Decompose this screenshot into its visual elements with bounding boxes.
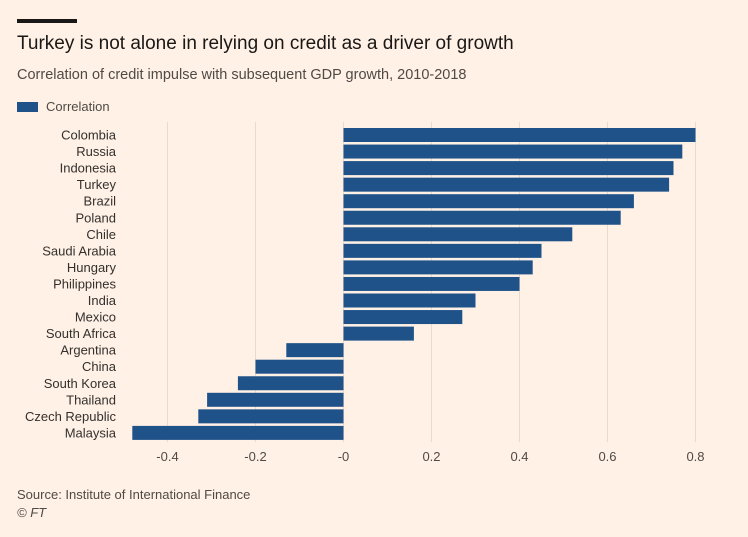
bar-malaysia [132,425,344,440]
bar-chile [343,227,573,242]
copyright: © FT [17,505,47,520]
source-note: Source: Institute of International Finan… [17,487,251,502]
category-label: Malaysia [65,425,117,440]
chart-title: Turkey is not alone in relying on credit… [17,33,514,54]
bar-saudi-arabia [343,243,542,258]
bars [132,128,696,440]
bar-south-africa [343,326,414,341]
x-tick-labels: -0.4 -0.2 -0 0.2 0.4 0.6 0.8 [156,449,704,464]
bar-russia [343,144,683,159]
bar-philippines [343,276,520,291]
x-tick-label: -0.4 [156,449,178,464]
bar-czech-republic [198,409,344,424]
bar-china [255,359,344,374]
category-label: Turkey [77,177,117,192]
category-label: Chile [86,227,116,242]
category-label: Poland [76,210,116,225]
legend: Correlation [17,99,110,114]
bar-south-korea [237,376,344,391]
category-label: South Africa [46,326,117,341]
category-label: Argentina [60,343,116,358]
category-label: Thailand [66,392,116,407]
x-tick-label: -0 [338,449,350,464]
category-label: Hungary [67,260,117,275]
category-label: Philippines [53,276,116,291]
category-label: Russia [76,144,117,159]
legend-label: Correlation [46,99,110,114]
bar-turkey [343,177,670,192]
category-label: Colombia [61,128,117,143]
bar-thailand [207,392,344,407]
bar-poland [343,210,621,225]
x-tick-label: 0.2 [422,449,440,464]
x-tick-label: 0.8 [686,449,704,464]
category-label: Indonesia [60,161,117,176]
bar-indonesia [343,161,674,176]
category-label: China [82,359,117,374]
header-rule [17,19,77,23]
bar-brazil [343,194,634,209]
bar-mexico [343,310,463,325]
category-label: South Korea [44,376,117,391]
x-tick-label: 0.4 [510,449,528,464]
category-label: Czech Republic [25,409,117,424]
category-label: Saudi Arabia [42,243,116,258]
bar-argentina [286,343,344,358]
bar-colombia [343,128,696,142]
category-label: Brazil [83,194,116,209]
category-label: Mexico [75,310,116,325]
category-label: India [88,293,117,308]
chart-subtitle: Correlation of credit impulse with subse… [17,67,467,83]
bar-hungary [343,260,533,275]
bar-india [343,293,476,308]
x-tick-label: -0.2 [244,449,266,464]
legend-swatch [17,101,38,112]
x-tick-label: 0.6 [598,449,616,464]
